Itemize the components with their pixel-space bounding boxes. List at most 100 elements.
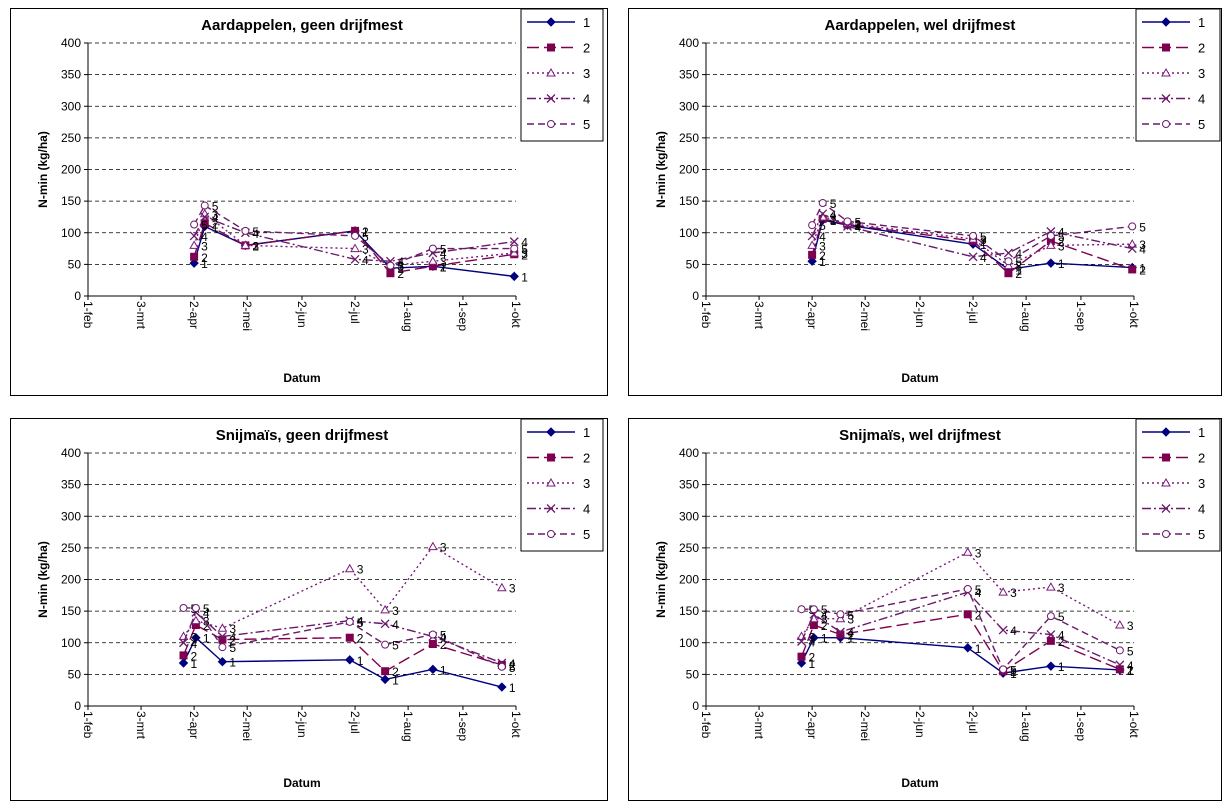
legend-label: 2	[1198, 41, 1205, 56]
data-label: 2	[212, 217, 219, 231]
data-label: 4	[1010, 624, 1017, 638]
legend-marker	[547, 530, 555, 538]
data-label: 4	[819, 230, 826, 244]
legend: 1 2 3 4 5	[1135, 419, 1221, 552]
data-label: 3	[440, 255, 447, 269]
x-tick-label: 1-aug	[401, 301, 415, 332]
y-tick-label: 400	[679, 36, 699, 50]
data-point	[969, 231, 978, 240]
data-label: 5	[854, 215, 861, 229]
data-point	[835, 627, 845, 637]
data-label: 4	[809, 635, 816, 649]
data-label: 3	[1010, 586, 1017, 600]
x-axis-label: Datum	[901, 776, 938, 790]
data-point	[191, 603, 200, 612]
x-tick-label: 3-mrt	[752, 711, 766, 740]
data-point	[190, 220, 199, 229]
data-point	[241, 226, 250, 235]
data-point	[428, 664, 438, 675]
data-label: 2	[191, 649, 198, 663]
data-label: 2	[1058, 635, 1065, 649]
data-point	[428, 630, 437, 639]
x-tick-label: 2-mei	[858, 301, 872, 331]
data-point	[807, 256, 817, 266]
data-label: 2	[362, 225, 369, 239]
chart-snijmais-geen-svg: Snijmaïs, geen drijfmest 0 50 100 150 200 250 3…	[36, 419, 604, 790]
data-label: 2	[847, 629, 854, 643]
data-label: 2	[819, 249, 826, 263]
legend-marker	[1161, 504, 1171, 513]
x-tick-label: 2-apr	[805, 301, 819, 329]
data-point	[190, 252, 199, 261]
data-point	[1046, 636, 1055, 645]
legend-label: 4	[583, 502, 590, 517]
legend-box	[520, 9, 604, 142]
data-point	[1115, 660, 1125, 670]
data-label: 4	[509, 657, 516, 671]
data-label: 3	[201, 239, 208, 253]
data-label: 2	[397, 267, 404, 281]
y-axis-label: N-min (kg/ha)	[654, 131, 668, 208]
data-point	[1046, 630, 1056, 639]
legend-box	[1135, 419, 1221, 552]
data-label: 2	[980, 235, 987, 249]
data-point	[836, 630, 845, 639]
legend-marker	[546, 504, 556, 513]
x-tick-label: 1-okt	[1127, 301, 1141, 328]
data-label: 2	[1058, 235, 1065, 249]
legend-label: 2	[1198, 451, 1205, 466]
data-label: 5	[212, 200, 219, 214]
data-point	[818, 199, 827, 208]
legend-box	[520, 419, 604, 552]
legend-label: 2	[583, 41, 590, 56]
data-point	[968, 252, 978, 262]
y-tick-label: 250	[679, 541, 699, 555]
x-axis-label: Datum	[283, 776, 320, 790]
data-label: 4	[1058, 629, 1065, 643]
data-point	[1004, 269, 1013, 278]
data-label: 4	[1058, 225, 1065, 239]
data-point	[497, 682, 507, 692]
x-tick-label: 2-jun	[295, 711, 309, 738]
data-label: 3	[847, 613, 854, 627]
data-point	[218, 643, 227, 652]
legend-marker	[546, 427, 556, 437]
data-label: 4	[357, 615, 364, 629]
data-label: 3	[1058, 581, 1065, 595]
data-label: 5	[252, 225, 259, 239]
y-axis-label: N-min (kg/ha)	[36, 131, 50, 208]
x-tick-label: 2-jul	[348, 301, 362, 324]
data-label: 1	[397, 262, 404, 276]
data-point	[386, 261, 395, 270]
data-point	[191, 632, 201, 643]
y-tick-label: 50	[68, 667, 82, 681]
legend-marker	[1161, 427, 1171, 437]
data-label: 5	[392, 639, 399, 653]
data-label: 2	[1010, 665, 1017, 679]
legend-marker	[1162, 453, 1170, 462]
data-point	[381, 640, 390, 649]
data-label: 1	[819, 255, 826, 269]
data-label: 5	[1058, 610, 1065, 624]
legend-box	[1135, 9, 1221, 142]
data-label: 4	[392, 618, 399, 632]
legend-marker	[1162, 43, 1170, 52]
data-label: 4	[252, 227, 259, 241]
data-point	[999, 665, 1008, 674]
data-label: 5	[203, 602, 210, 616]
legend-label: 5	[1198, 527, 1205, 542]
x-tick-label: 2-mei	[240, 301, 254, 331]
data-label: 3	[521, 247, 528, 261]
data-label: 1	[521, 270, 528, 284]
data-point	[240, 240, 251, 249]
data-label: 4	[440, 247, 447, 261]
x-tick-label: 2-jun	[295, 301, 309, 328]
data-point	[178, 658, 189, 668]
data-point	[1004, 257, 1013, 266]
data-point	[843, 217, 852, 226]
x-axis-label: Datum	[283, 371, 320, 385]
data-label: 5	[975, 583, 982, 597]
data-label: 1	[191, 657, 198, 671]
chart-aardappelen-wel-svg: Aardappelen, wel drijfmest05010015020025…	[654, 9, 1221, 385]
